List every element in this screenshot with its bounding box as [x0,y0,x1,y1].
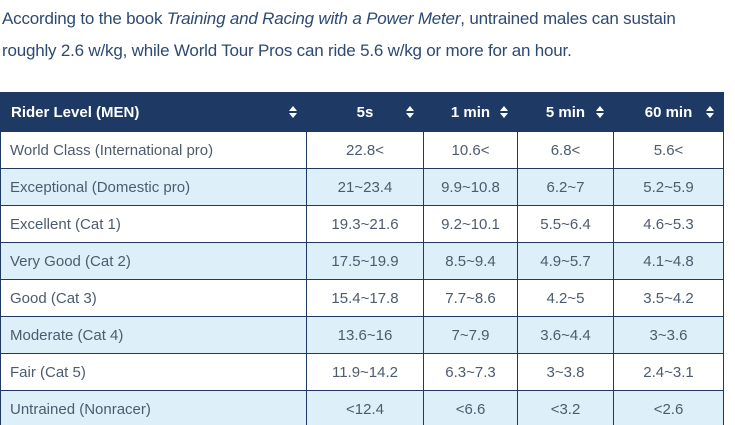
rider-level-cell: Very Good (Cat 2) [0,242,307,280]
table-row: Untrained (Nonracer) <12.4 <6.6 <3.2 <2.6 [0,390,724,425]
column-header-label: 5 min [545,103,586,121]
rider-level-cell: World Class (International pro) [0,131,307,169]
table-body: World Class (International pro) 22.8< 10.6… [0,131,724,425]
column-header-label: 1 min [450,103,491,121]
table-row: Good (Cat 3) 15.4~17.8 7.7~8.6 4.2~5 3.5~4.2 [0,279,724,317]
value-cell: 21~23.4 [306,168,424,206]
value-cell: 5.6< [613,131,724,169]
column-header-label: Rider Level (MEN) [11,103,140,121]
sort-icon[interactable] [500,106,508,118]
value-cell: 3.5~4.2 [613,279,724,317]
value-cell: <12.4 [306,390,424,425]
header-row: Rider Level (MEN) 5s 1 min 5 min 60 min [0,92,724,132]
value-cell: <3.2 [517,390,614,425]
value-cell: 10.6< [423,131,518,169]
value-cell: 3~3.8 [517,353,614,391]
value-cell: 4.1~4.8 [613,242,724,280]
intro-text-after: , untrained males can sustain roughly 2.… [2,9,676,60]
sort-icon[interactable] [406,106,414,118]
rider-level-cell: Good (Cat 3) [0,279,307,317]
value-cell: 3.6~4.4 [517,316,614,354]
value-cell: 6.2~7 [517,168,614,206]
rider-level-cell: Excellent (Cat 1) [0,205,307,243]
value-cell: 13.6~16 [306,316,424,354]
table-row: Fair (Cat 5) 11.9~14.2 6.3~7.3 3~3.8 2.4~3.1 [0,353,724,391]
sort-icon[interactable] [289,106,297,118]
value-cell: 9.9~10.8 [423,168,518,206]
value-cell: 4.6~5.3 [613,205,724,243]
value-cell: 19.3~21.6 [306,205,424,243]
sort-icon[interactable] [706,106,714,118]
column-header-rider-level[interactable]: Rider Level (MEN) [0,92,307,132]
column-header-label: 60 min [644,103,693,121]
rider-power-table: Rider Level (MEN) 5s 1 min 5 min 60 min … [0,92,724,425]
column-header-label: 5s [356,103,374,121]
table-header: Rider Level (MEN) 5s 1 min 5 min 60 min [0,92,724,132]
value-cell: 7.7~8.6 [423,279,518,317]
column-header-60min[interactable]: 60 min [613,92,724,132]
table-row: World Class (International pro) 22.8< 10.6… [0,131,724,169]
value-cell: 4.2~5 [517,279,614,317]
value-cell: 2.4~3.1 [613,353,724,391]
value-cell: 5.2~5.9 [613,168,724,206]
column-header-1min[interactable]: 1 min [423,92,518,132]
intro-text-before: According to the book [2,9,167,28]
value-cell: 9.2~10.1 [423,205,518,243]
column-header-5s[interactable]: 5s [306,92,424,132]
value-cell: <2.6 [613,390,724,425]
table-row: Moderate (Cat 4) 13.6~16 7~7.9 3.6~4.4 3~3.6 [0,316,724,354]
value-cell: 8.5~9.4 [423,242,518,280]
column-header-5min[interactable]: 5 min [517,92,614,132]
rider-level-cell: Exceptional (Domestic pro) [0,168,307,206]
value-cell: 5.5~6.4 [517,205,614,243]
sort-icon[interactable] [596,106,604,118]
table-row: Excellent (Cat 1) 19.3~21.6 9.2~10.1 5.5~6.… [0,205,724,243]
intro-paragraph: According to the book Training and Racin… [0,0,733,67]
value-cell: 17.5~19.9 [306,242,424,280]
rider-level-cell: Fair (Cat 5) [0,353,307,391]
value-cell: 6.3~7.3 [423,353,518,391]
rider-level-cell: Moderate (Cat 4) [0,316,307,354]
rider-level-cell: Untrained (Nonracer) [0,390,307,425]
value-cell: <6.6 [423,390,518,425]
value-cell: 15.4~17.8 [306,279,424,317]
book-title: Training and Racing with a Power Meter [166,9,461,28]
value-cell: 6.8< [517,131,614,169]
value-cell: 3~3.6 [613,316,724,354]
table-row: Exceptional (Domestic pro) 21~23.4 9.9~10.… [0,168,724,206]
value-cell: 4.9~5.7 [517,242,614,280]
value-cell: 11.9~14.2 [306,353,424,391]
table-row: Very Good (Cat 2) 17.5~19.9 8.5~9.4 4.9~5.7… [0,242,724,280]
value-cell: 22.8< [306,131,424,169]
value-cell: 7~7.9 [423,316,518,354]
